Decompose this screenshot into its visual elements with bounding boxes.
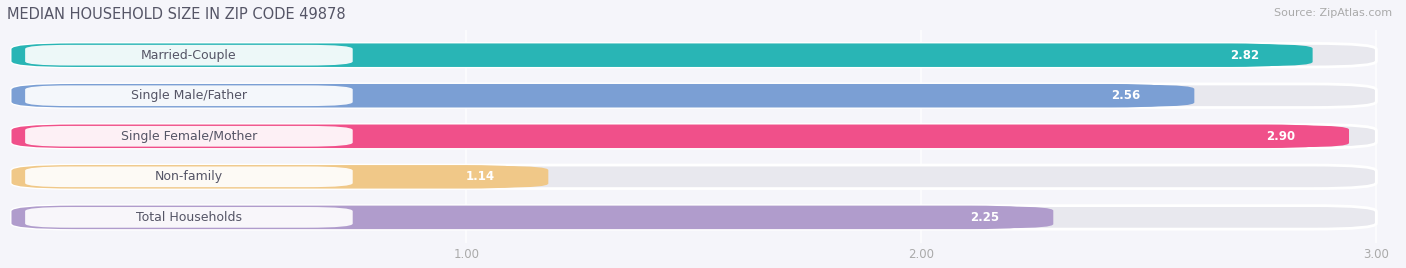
Text: Non-family: Non-family (155, 170, 224, 183)
Text: 2.25: 2.25 (970, 211, 1000, 224)
Text: 2.56: 2.56 (1112, 89, 1140, 102)
FancyBboxPatch shape (11, 125, 1331, 148)
FancyBboxPatch shape (1177, 44, 1313, 66)
Text: 1.14: 1.14 (465, 170, 495, 183)
FancyBboxPatch shape (25, 126, 353, 147)
Text: Source: ZipAtlas.com: Source: ZipAtlas.com (1274, 8, 1392, 18)
FancyBboxPatch shape (917, 207, 1053, 228)
Text: 2.90: 2.90 (1267, 130, 1295, 143)
Text: MEDIAN HOUSEHOLD SIZE IN ZIP CODE 49878: MEDIAN HOUSEHOLD SIZE IN ZIP CODE 49878 (7, 7, 346, 22)
FancyBboxPatch shape (11, 206, 1376, 229)
FancyBboxPatch shape (11, 206, 1035, 229)
Text: Total Households: Total Households (136, 211, 242, 224)
FancyBboxPatch shape (412, 166, 548, 188)
FancyBboxPatch shape (1212, 125, 1348, 147)
FancyBboxPatch shape (11, 165, 530, 189)
FancyBboxPatch shape (25, 207, 353, 228)
FancyBboxPatch shape (11, 84, 1376, 107)
Text: 2.82: 2.82 (1230, 49, 1258, 62)
FancyBboxPatch shape (25, 85, 353, 106)
FancyBboxPatch shape (11, 84, 1177, 107)
Text: Married-Couple: Married-Couple (141, 49, 236, 62)
FancyBboxPatch shape (11, 125, 1376, 148)
Text: Single Female/Mother: Single Female/Mother (121, 130, 257, 143)
FancyBboxPatch shape (25, 45, 353, 66)
FancyBboxPatch shape (11, 43, 1376, 67)
FancyBboxPatch shape (11, 165, 1376, 189)
FancyBboxPatch shape (11, 43, 1295, 67)
Text: Single Male/Father: Single Male/Father (131, 89, 247, 102)
FancyBboxPatch shape (1057, 85, 1194, 106)
FancyBboxPatch shape (25, 166, 353, 187)
